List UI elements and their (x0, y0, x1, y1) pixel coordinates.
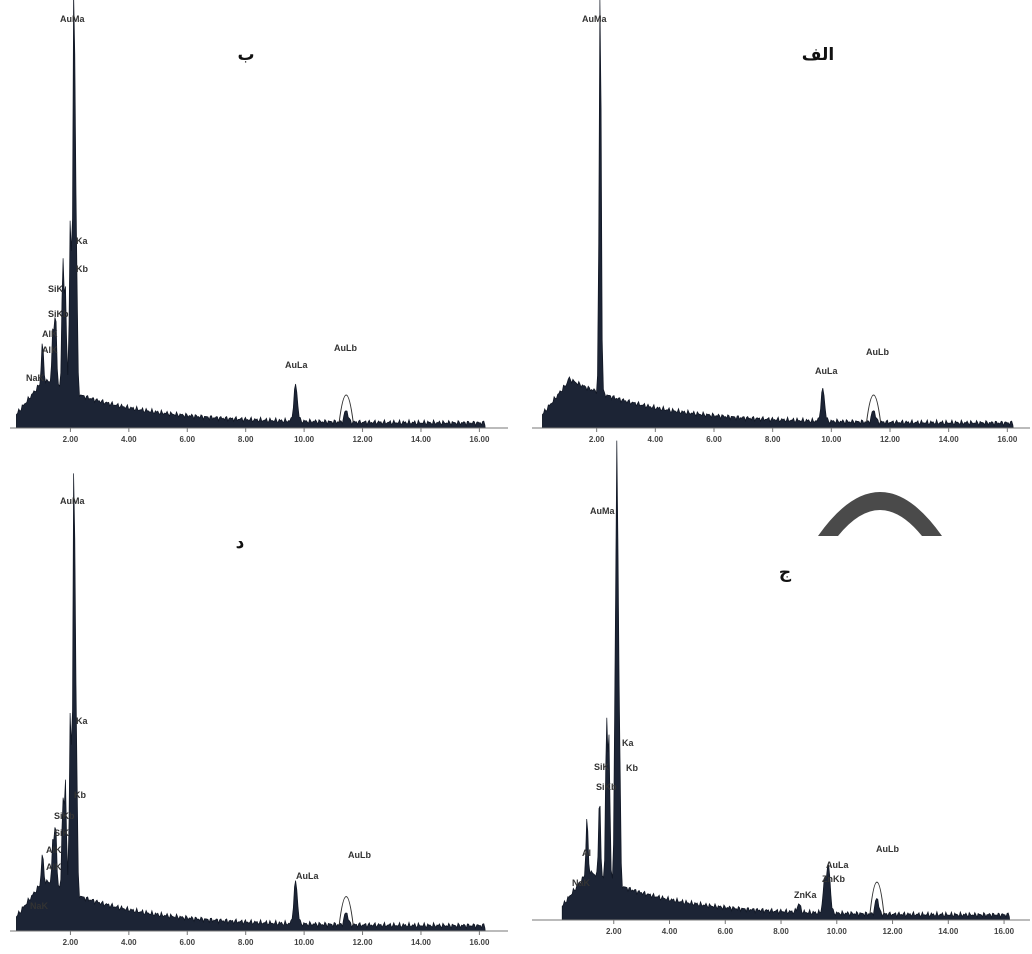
peak-label-kb-b: Kb (76, 264, 88, 274)
x-tick-label: 6.00 (717, 927, 733, 936)
peak-label-na-dal: NaK (30, 901, 49, 911)
x-tick-label: 10.00 (827, 927, 848, 936)
x-tick-label: 8.00 (238, 938, 254, 947)
x-tick-label: 10.00 (821, 435, 842, 444)
x-tick-label: 12.00 (353, 435, 374, 444)
x-tick-label: 2.00 (606, 927, 622, 936)
peak-label-sikb-b: SiKb (48, 309, 69, 319)
x-tick-label: 12.00 (883, 927, 904, 936)
x-tick-label: 14.00 (938, 927, 959, 936)
x-tick-label: 6.00 (179, 435, 195, 444)
aulb-outline-peak (869, 881, 885, 915)
peak-label-aulb-jim: AuLb (876, 844, 899, 854)
spectrum-svg-b: ب 2.00 4.00 6.00 8.00 10.00 12.00 14.00 16.00 A… (10, 0, 508, 444)
decorative-arc (818, 492, 942, 536)
peak-label-sikb-dal: SiKb (54, 811, 75, 821)
peak-label-alk1-dal: AlK (46, 845, 62, 855)
spectrum-plot-alef (542, 0, 1014, 429)
x-tick-label: 8.00 (238, 435, 254, 444)
x-tick-label: 16.00 (469, 435, 490, 444)
aulb-outline-peak (338, 896, 354, 926)
x-tick-label: 14.00 (411, 938, 432, 947)
peak-label-auma-dal: AuMa (60, 496, 85, 506)
x-ticks-jim: 2.00 4.00 6.00 8.00 10.00 12.00 14.00 16.00 (606, 920, 1015, 936)
x-ticks-dal: 2.00 4.00 6.00 8.00 10.00 12.00 14.00 16.00 (63, 931, 490, 947)
x-ticks-b: 2.00 4.00 6.00 8.00 10.00 12.00 14.00 16.00 (63, 428, 490, 444)
spectrum-panel-dal: د 2.00 4.00 6.00 8.00 10.00 12.00 14.00 16.00 A… (8, 473, 508, 947)
peak-label-alk2-b: AlK (42, 345, 58, 355)
spectrum-area (542, 0, 1014, 429)
x-tick-label: 4.00 (121, 435, 137, 444)
x-tick-label: 4.00 (662, 927, 678, 936)
peak-label-ka-dal: Ka (76, 716, 88, 726)
panel-label-jim: ج (779, 563, 792, 583)
x-tick-label: 8.00 (765, 435, 781, 444)
panel-label-dal: د (236, 533, 245, 553)
x-tick-label: 16.00 (994, 927, 1015, 936)
spectrum-area (561, 440, 1010, 921)
x-tick-label: 10.00 (294, 938, 315, 947)
peak-label-aula-b: AuLa (285, 360, 308, 370)
peak-label-alk1-b: AlK (42, 329, 58, 339)
peak-label-auma-jim: AuMa (590, 506, 615, 516)
x-tick-label: 6.00 (179, 938, 195, 947)
x-tick-label: 14.00 (939, 435, 960, 444)
panel-label-alef: الف (802, 45, 834, 65)
x-ticks-alef: 2.00 4.00 6.00 8.00 10.00 12.00 14.00 16.00 (589, 428, 1018, 444)
x-tick-label: 16.00 (997, 435, 1018, 444)
aulb-outline-peak (866, 394, 882, 423)
peak-label-sik-b: SiK (48, 284, 64, 294)
x-tick-label: 10.00 (294, 435, 315, 444)
x-tick-label: 4.00 (121, 938, 137, 947)
peak-label-aulb-dal: AuLb (348, 850, 371, 860)
spectrum-panel-b: ب 2.00 4.00 6.00 8.00 10.00 12.00 14.00 16.00 A… (8, 0, 508, 468)
peak-label-znka-jim: ZnKa (794, 890, 817, 900)
spectrum-area (16, 473, 486, 932)
peak-label-auma-alef: AuMa (582, 14, 607, 24)
x-tick-label: 8.00 (773, 927, 789, 936)
spectrum-plot-jim (561, 440, 1010, 921)
peak-label-aula-dal: AuLa (296, 871, 319, 881)
x-tick-label: 6.00 (706, 435, 722, 444)
peak-label-kb-jim: Kb (626, 763, 638, 773)
peak-label-auma-b: AuMa (60, 14, 85, 24)
x-tick-label: 16.00 (469, 938, 490, 947)
spectrum-panel-jim: ج 2.00 4.00 6.00 8.00 10.00 12.00 14.00 16.00 A… (530, 440, 1030, 946)
panel-label-b: ب (237, 45, 254, 65)
x-tick-label: 2.00 (63, 435, 79, 444)
peak-label-sikb-jim: SiKb (596, 782, 617, 792)
peak-label-na-jim: NaK (572, 878, 591, 888)
spectrum-plot-b (16, 0, 486, 429)
peak-label-aula-alef: AuLa (815, 366, 838, 376)
peak-label-ka-b: Ka (76, 236, 88, 246)
peak-label-znkb-jim: ZnKb (822, 874, 845, 884)
spectrum-svg-jim: ج 2.00 4.00 6.00 8.00 10.00 12.00 14.00 16.00 A… (532, 440, 1030, 936)
peak-label-sik-dal: SiK (54, 828, 70, 838)
peak-label-aulb-alef: AuLb (866, 347, 889, 357)
x-tick-label: 4.00 (648, 435, 664, 444)
aulb-outline-peak (338, 394, 354, 423)
peak-label-na-b: NaK (26, 373, 45, 383)
x-tick-label: 2.00 (63, 938, 79, 947)
peak-label-ka-jim: Ka (622, 738, 634, 748)
spectrum-panel-alef: الف 2.00 4.00 6.00 8.00 10.00 12.00 14.00 16.00… (530, 0, 1030, 468)
spectrum-svg-alef: الف 2.00 4.00 6.00 8.00 10.00 12.00 14.00 16.00… (532, 0, 1030, 444)
peak-label-alk2-dal: AlK (46, 862, 62, 872)
peak-label-sik-jim: SiK (594, 762, 610, 772)
peak-label-al-jim: Al (582, 848, 591, 858)
x-tick-label: 14.00 (411, 435, 432, 444)
peak-label-aulb-b: AuLb (334, 343, 357, 353)
spectrum-plot-dal (16, 473, 486, 932)
decorative-arc-shape (818, 492, 942, 536)
x-tick-label: 12.00 (353, 938, 374, 947)
spectrum-area (16, 0, 486, 429)
x-tick-label: 2.00 (589, 435, 605, 444)
peak-label-kb-dal: Kb (74, 790, 86, 800)
x-tick-label: 12.00 (880, 435, 901, 444)
peak-label-aula-jim: AuLa (826, 860, 849, 870)
spectrum-svg-dal: د 2.00 4.00 6.00 8.00 10.00 12.00 14.00 16.00 A… (10, 473, 508, 947)
